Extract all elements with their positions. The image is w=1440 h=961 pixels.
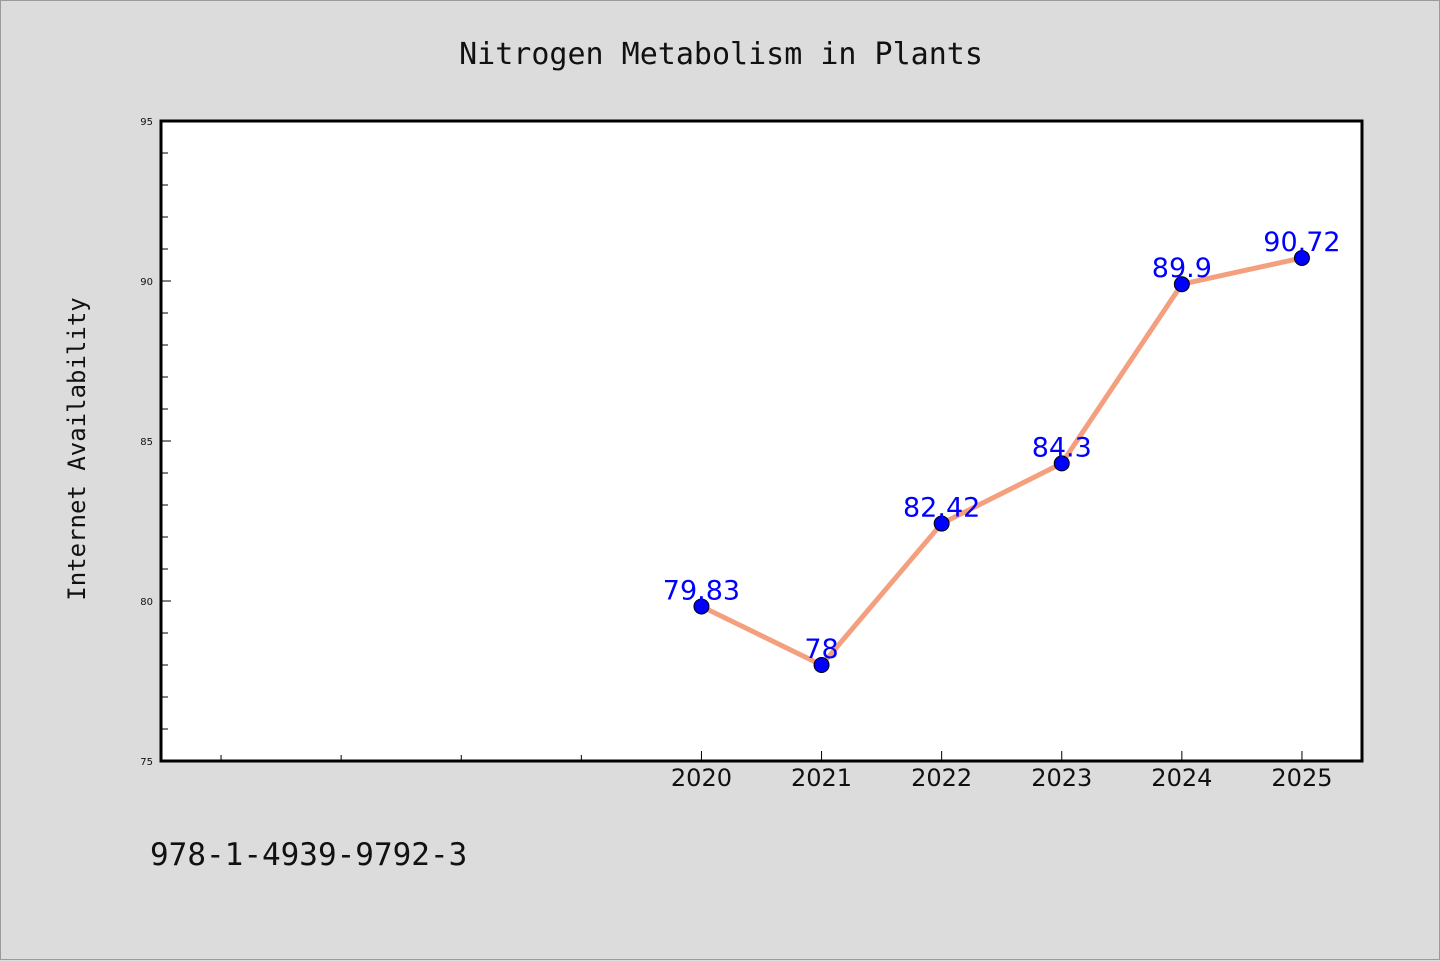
y-tick-label: 85 (140, 437, 153, 448)
data-points (693, 249, 1310, 673)
data-point (1053, 455, 1070, 472)
y-tick-label: 95 (140, 117, 153, 128)
y-tick-label: 75 (140, 757, 153, 768)
data-label: 78 (804, 634, 838, 665)
data-point (813, 657, 830, 673)
data-label: 89.9 (1152, 253, 1212, 284)
x-tick-label: 2022 (911, 764, 972, 792)
data-label: 79.83 (663, 575, 740, 606)
data-point (1173, 276, 1190, 293)
y-axis-label: Internet Availability (63, 297, 91, 600)
x-tick-label: 2021 (791, 764, 852, 792)
x-tick-label: 2020 (671, 764, 732, 792)
x-tick-label: 2023 (1031, 764, 1092, 792)
data-point (933, 515, 950, 532)
x-tick-label: 2024 (1151, 764, 1212, 792)
plot-frame (159, 119, 1364, 763)
series-line (698, 255, 1305, 668)
chart-title: Nitrogen Metabolism in Plants (459, 37, 983, 72)
y-tick-label: 80 (140, 597, 153, 608)
data-point (693, 598, 710, 615)
x-axis: 2020 2021 2022 2023 2024 2025 (220, 751, 1332, 792)
data-label: 90.72 (1263, 227, 1340, 258)
data-labels: 79.83 78 82.42 84.3 89.9 90.72 (663, 227, 1341, 665)
data-label: 82.42 (903, 493, 980, 524)
data-point (1293, 249, 1310, 266)
footer-code: 978-1-4939-9792-3 (150, 837, 467, 873)
plot-area (161, 121, 1362, 761)
series-line-group (698, 255, 1305, 668)
data-label: 84.3 (1032, 432, 1092, 463)
y-tick-label: 90 (140, 277, 153, 288)
x-tick-label: 2025 (1271, 764, 1332, 792)
